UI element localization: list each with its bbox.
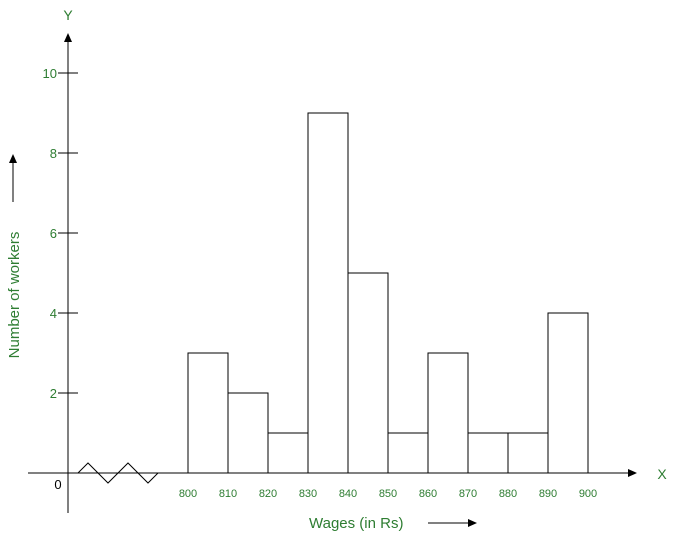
histogram-bar-820-830 bbox=[267, 432, 309, 474]
x-tick-label-830: 830 bbox=[299, 488, 317, 500]
x-ticks: 800 810 820 830 840 850 860 870 880 890 900 bbox=[179, 488, 597, 500]
y-axis-letter: Y bbox=[63, 7, 73, 23]
x-tick-label-880: 880 bbox=[499, 488, 517, 500]
y-tick-label-2: 2 bbox=[50, 386, 57, 401]
x-tick-label-810: 810 bbox=[219, 488, 237, 500]
x-axis-title: Wages (in Rs) bbox=[309, 515, 403, 532]
histogram-bar-880-890 bbox=[507, 432, 549, 474]
histogram-bar-850-860 bbox=[387, 432, 429, 474]
histogram-bar-810-820 bbox=[227, 392, 269, 474]
x-tick-label-850: 850 bbox=[379, 488, 397, 500]
y-tick-label-8: 8 bbox=[50, 146, 57, 161]
histogram-bar-840-850 bbox=[347, 272, 389, 474]
x-tick-label-840: 840 bbox=[339, 488, 357, 500]
histogram-bar-830-840 bbox=[307, 112, 349, 474]
axis-break-zigzag bbox=[68, 462, 188, 484]
y-tick-label-10: 10 bbox=[43, 66, 57, 81]
histogram-bar-800-810 bbox=[187, 352, 229, 474]
y-ticks: 2 4 6 8 10 bbox=[43, 66, 78, 401]
histogram-bar-860-870 bbox=[427, 352, 469, 474]
x-tick-label-870: 870 bbox=[459, 488, 477, 500]
x-tick-label-800: 800 bbox=[179, 488, 197, 500]
y-tick-label-6: 6 bbox=[50, 226, 57, 241]
x-tick-label-890: 890 bbox=[539, 488, 557, 500]
histogram-bar-870-880 bbox=[467, 432, 509, 474]
x-tick-label-860: 860 bbox=[419, 488, 437, 500]
origin-label: 0 bbox=[54, 477, 61, 492]
x-axis-letter: X bbox=[657, 466, 667, 482]
x-tick-label-900: 900 bbox=[579, 488, 597, 500]
y-axis-title: Number of workers bbox=[6, 232, 23, 359]
histogram-bar-890-900 bbox=[547, 312, 589, 474]
x-tick-label-820: 820 bbox=[259, 488, 277, 500]
y-tick-label-4: 4 bbox=[50, 306, 57, 321]
bars-layer bbox=[187, 112, 589, 474]
